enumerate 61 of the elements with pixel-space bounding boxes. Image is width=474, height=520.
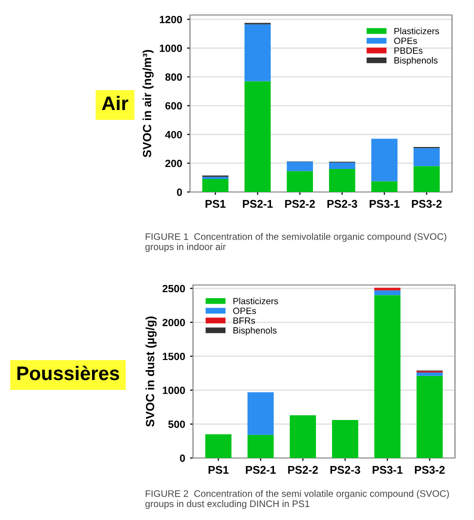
caption: FIGURE 1 Concentration of the semivolatile organic compound (SVOC) groups in indoor air: [145, 233, 446, 252]
bar: [416, 372, 443, 376]
legend-label: OPEs: [394, 38, 417, 44]
bar: [371, 138, 398, 182]
x-tick-label: PS3-1: [372, 466, 403, 474]
x-tick-label: PS2-2: [288, 466, 318, 474]
x-tick-label: PS2-3: [330, 466, 360, 474]
bar: [244, 81, 271, 192]
x-tick-label: PS3-1: [370, 200, 400, 208]
y-tick-label: 1200: [160, 16, 182, 24]
y-tick-label: 1500: [162, 352, 185, 360]
bar: [202, 179, 228, 192]
y-tick-label: 0: [176, 188, 182, 196]
bar: [414, 166, 440, 192]
y-tick-label: 0: [180, 454, 185, 462]
y-tick-label: 200: [165, 160, 182, 168]
bar: [371, 181, 398, 192]
bar: [248, 392, 274, 435]
bar: [205, 434, 232, 458]
bar: [286, 171, 313, 192]
x-tick-label: PS2-3: [327, 200, 358, 208]
y-tick-label: 2500: [162, 284, 185, 292]
bar: [202, 176, 228, 180]
bar: [248, 434, 274, 458]
y-tick-label: 600: [165, 102, 182, 110]
x-tick-label: PS2-2: [285, 200, 315, 208]
y-tick-label: 500: [168, 420, 185, 428]
y-tick-label: 2000: [162, 318, 185, 326]
bar: [244, 24, 271, 82]
legend-label: Plasticizers: [233, 298, 278, 304]
legend-label: Plasticizers: [394, 28, 440, 34]
legend-label: PBDEs: [394, 48, 422, 54]
bar: [329, 162, 356, 169]
bar: [374, 288, 400, 290]
bar: [416, 376, 443, 458]
bar: [329, 168, 356, 192]
y-axis-title: SVOC in air (ng/m³): [142, 50, 154, 158]
bar: [290, 415, 316, 458]
bar: [374, 290, 400, 296]
text: Poussières: [17, 366, 120, 380]
y-tick-label: 1000: [162, 386, 185, 394]
legend-label: Bisphenols: [233, 326, 277, 336]
bar: [286, 162, 313, 172]
y-tick-label: 400: [165, 130, 182, 138]
legend-label: BFRs: [233, 318, 255, 324]
bar: [414, 148, 440, 166]
y-axis-title: SVOC in dust (µg/g): [146, 316, 157, 427]
caption: FIGURE 2 Concentration of the semi volatile organic compound (SVOC) groups in dust excluding DINCH in PS1: [145, 490, 449, 509]
x-tick-label: PS2-1: [242, 200, 273, 208]
x-tick-label: PS1: [206, 200, 226, 208]
bar: [374, 295, 400, 458]
bar: [332, 420, 358, 458]
x-tick-label: PS3-2: [414, 466, 445, 474]
legend-label: OPEs: [233, 308, 256, 314]
text: Air: [102, 96, 128, 110]
y-tick-label: 800: [165, 73, 182, 81]
legend-label: Bisphenols: [394, 56, 438, 66]
x-tick-label: PS1: [208, 466, 229, 474]
y-tick-label: 1000: [160, 44, 182, 52]
x-tick-label: PS2-1: [246, 466, 276, 474]
x-tick-label: PS3-2: [412, 200, 442, 208]
